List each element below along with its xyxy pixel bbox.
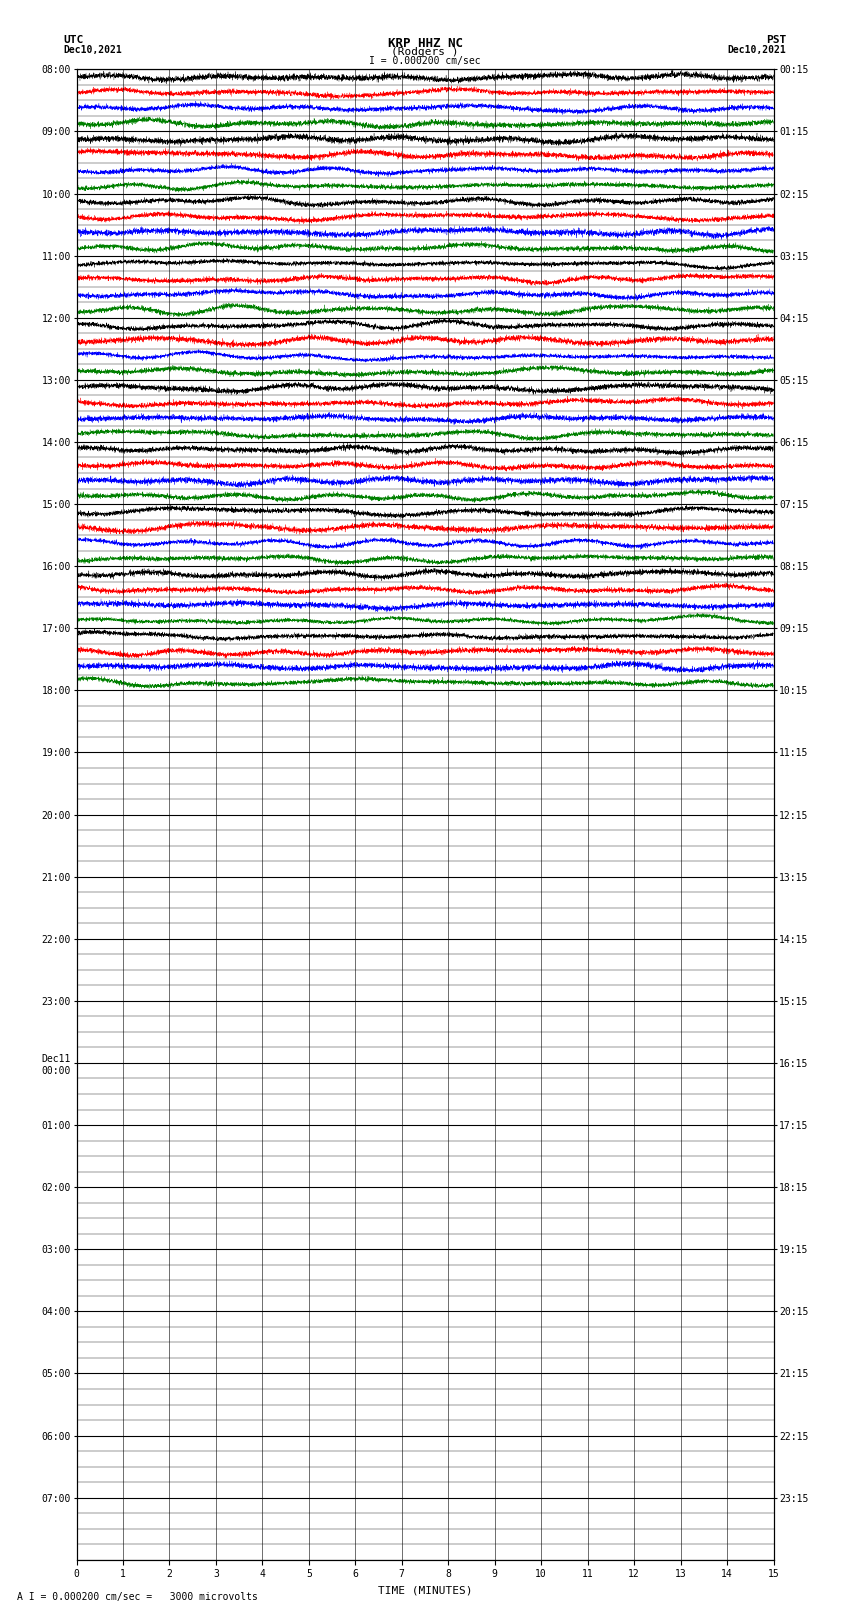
Text: UTC: UTC [64, 35, 84, 45]
Text: KRP HHZ NC: KRP HHZ NC [388, 37, 462, 50]
Text: I = 0.000200 cm/sec: I = 0.000200 cm/sec [369, 56, 481, 66]
Text: PST: PST [766, 35, 786, 45]
Text: Dec10,2021: Dec10,2021 [64, 45, 122, 55]
Text: A I = 0.000200 cm/sec =   3000 microvolts: A I = 0.000200 cm/sec = 3000 microvolts [17, 1592, 258, 1602]
Text: (Rodgers ): (Rodgers ) [391, 47, 459, 56]
X-axis label: TIME (MINUTES): TIME (MINUTES) [377, 1586, 473, 1595]
Text: Dec10,2021: Dec10,2021 [728, 45, 786, 55]
